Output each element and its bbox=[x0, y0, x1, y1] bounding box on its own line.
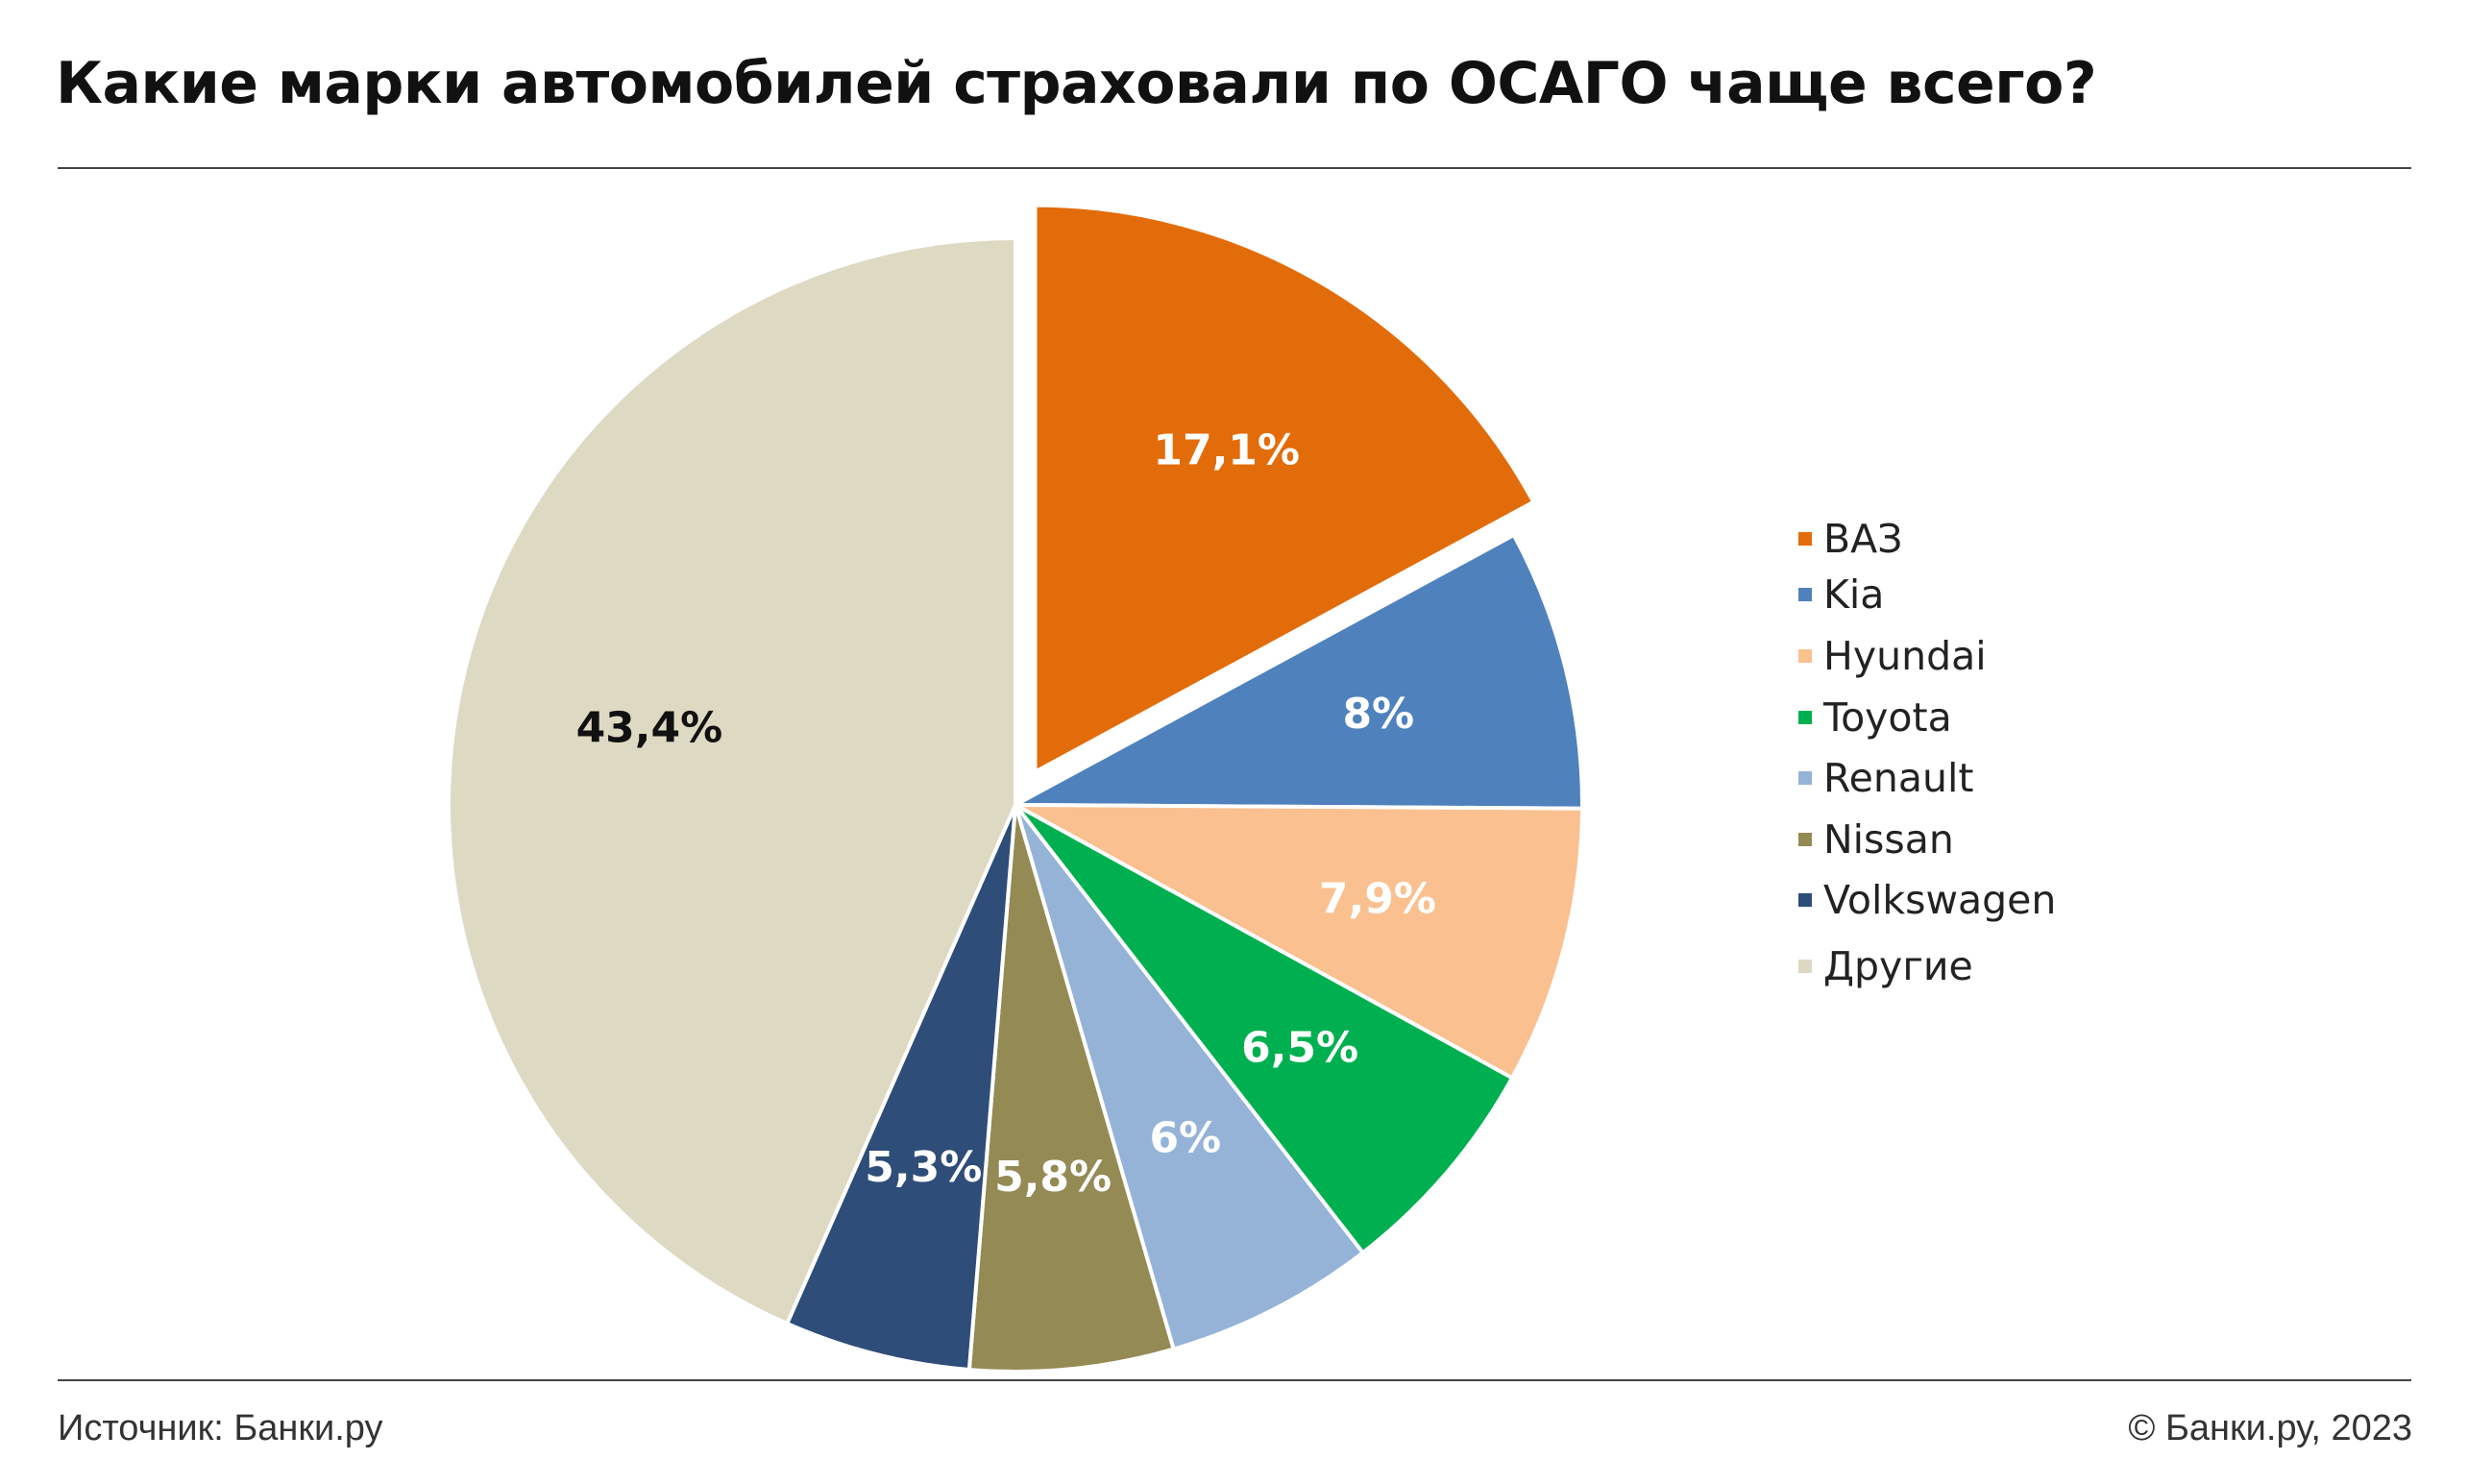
pie-slice-toyota bbox=[1014, 803, 1515, 1255]
pie-slice-kia bbox=[1014, 533, 1584, 811]
legend-label: ВАЗ bbox=[1823, 516, 1903, 562]
pie-slice-renault bbox=[1014, 803, 1365, 1351]
legend-label: Renault bbox=[1823, 755, 1974, 801]
legend-swatch bbox=[1798, 833, 1812, 846]
data-label-ваз: 17,1% bbox=[1153, 426, 1300, 475]
pie-slice-hyundai bbox=[1014, 803, 1584, 1081]
pie-slice-ваз bbox=[1033, 203, 1536, 774]
pie-data-labels: 17,1% 8% 7,9% 6,5% 6% 5,8%5,3% 43,4% bbox=[576, 426, 1436, 1202]
legend-swatch bbox=[1798, 649, 1812, 663]
legend-item-toyota: Toyota bbox=[1798, 693, 1952, 742]
legend-item-ваз: ВАЗ bbox=[1798, 515, 1902, 563]
pie-slice-nissan bbox=[966, 803, 1176, 1374]
legend-item-hyundai: Hyundai bbox=[1798, 632, 1987, 680]
legend-label: Другие bbox=[1823, 943, 1973, 989]
legend-swatch bbox=[1798, 532, 1812, 546]
legend-swatch bbox=[1798, 893, 1812, 907]
legend-label: Toyota bbox=[1823, 694, 1952, 741]
source-note: Источник: Банки.ру bbox=[58, 1408, 383, 1448]
data-label-hyundai: 7,9% bbox=[1319, 875, 1436, 924]
legend-item-nissan: Nissan bbox=[1798, 815, 1954, 864]
legend-item-renault: Renault bbox=[1798, 754, 1973, 802]
data-label-toyota: 6,5% bbox=[1241, 1023, 1358, 1072]
pie-slice-volkswagen bbox=[785, 803, 1017, 1373]
data-label-nissan: 5,8% bbox=[994, 1153, 1112, 1202]
legend-swatch bbox=[1798, 960, 1812, 973]
data-label-другие: 43,4% bbox=[576, 703, 723, 752]
legend-item-другие: Другие bbox=[1798, 942, 1973, 990]
legend-label: Volkswagen bbox=[1823, 877, 2057, 923]
top-divider bbox=[58, 167, 2411, 169]
legend-label: Kia bbox=[1823, 572, 1885, 618]
legend-item-kia: Kia bbox=[1798, 571, 1884, 619]
legend-swatch bbox=[1798, 588, 1812, 601]
chart-title: Какие марки автомобилей страховали по ОС… bbox=[56, 50, 2097, 117]
pie-slices bbox=[447, 203, 1584, 1374]
legend-swatch bbox=[1798, 771, 1812, 785]
data-label-volkswagen: 5,3% bbox=[865, 1143, 982, 1192]
legend-label: Hyundai bbox=[1823, 633, 1987, 679]
data-label-renault: 6% bbox=[1149, 1114, 1221, 1163]
legend-label: Nissan bbox=[1823, 816, 1954, 863]
data-label-kia: 8% bbox=[1342, 690, 1414, 739]
legend-item-volkswagen: Volkswagen bbox=[1798, 876, 2056, 924]
bottom-divider bbox=[58, 1379, 2411, 1381]
pie-slice-другие bbox=[447, 236, 1017, 1326]
legend-swatch bbox=[1798, 711, 1812, 724]
copyright-note: © Банки.ру, 2023 bbox=[2128, 1408, 2412, 1448]
